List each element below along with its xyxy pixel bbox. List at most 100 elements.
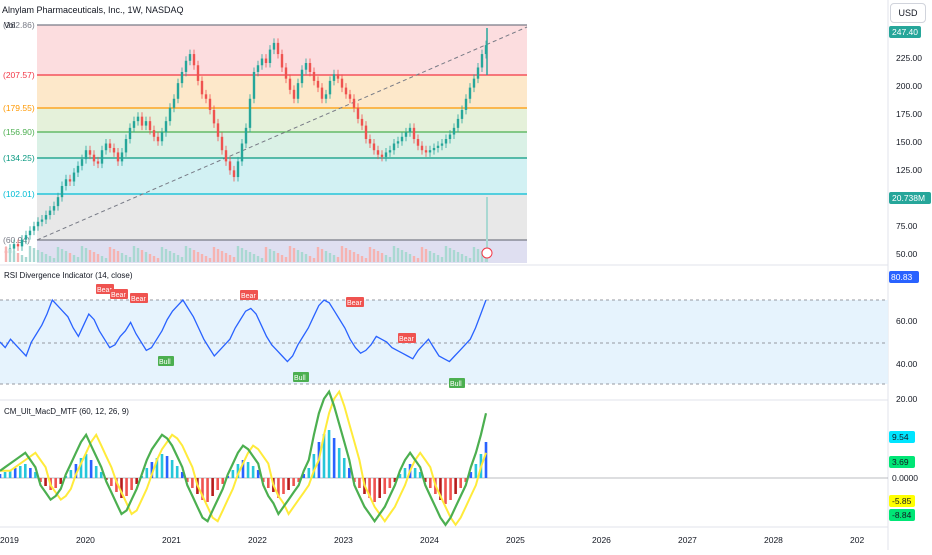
bear-signal-label: Bear	[399, 336, 414, 343]
candle-body	[288, 78, 292, 90]
candle-body	[52, 206, 56, 211]
volume-bar	[292, 248, 296, 262]
volume-bar	[420, 247, 424, 262]
macd-histogram-bar	[337, 448, 341, 478]
currency-button[interactable]: USD	[890, 3, 926, 23]
macd-histogram-bar	[469, 472, 473, 478]
candle-body	[292, 89, 296, 99]
candle-body	[428, 150, 432, 153]
volume-bar	[264, 247, 268, 262]
volume-bar	[256, 256, 260, 262]
candle-body	[300, 69, 304, 84]
volume-bar	[220, 251, 224, 262]
price-axis-tick: 225.00	[896, 53, 922, 63]
bear-signal	[398, 333, 416, 343]
volume-bar	[68, 253, 72, 262]
time-axis-label: 2019	[0, 535, 19, 545]
candle-body	[376, 150, 380, 155]
macd-axis-value: 3.69	[892, 457, 909, 467]
price-axis-tick: 125.00	[896, 165, 922, 175]
candle-body	[76, 165, 80, 173]
candle-body	[392, 143, 396, 151]
candle-body	[144, 121, 148, 126]
symbol-title: Alnylam Pharmaceuticals, Inc., 1W, NASDA…	[2, 5, 184, 15]
candle-body	[424, 150, 428, 153]
volume-bar	[268, 249, 272, 262]
volume-bar	[96, 254, 100, 262]
candle-body	[188, 54, 192, 61]
volume-bar	[148, 254, 152, 262]
volume-bar	[196, 252, 200, 262]
macd-histogram-bar	[277, 478, 280, 498]
volume-bar	[124, 255, 128, 262]
candle-body	[44, 215, 48, 220]
candle-body	[252, 71, 256, 99]
macd-histogram-bar	[418, 472, 422, 478]
volume-bar	[328, 253, 332, 262]
candle-body	[108, 143, 112, 148]
macd-histogram-bar	[267, 478, 270, 488]
candle-body	[284, 67, 288, 79]
candle-body	[220, 136, 224, 151]
time-axis-label: 2020	[76, 535, 95, 545]
candle-body	[352, 98, 356, 108]
candle-body	[140, 116, 144, 126]
volume-bar	[244, 250, 248, 262]
macd-histogram-bar	[454, 478, 457, 494]
macd-histogram-bar	[206, 478, 209, 502]
macd-histogram-bar	[59, 478, 63, 484]
macd-histogram-bar	[241, 460, 245, 478]
macd-value-tag	[889, 456, 915, 468]
volume-bar	[236, 246, 240, 262]
candle-body	[304, 63, 308, 70]
candle-body	[200, 80, 204, 95]
volume-bar	[300, 252, 304, 262]
candle-body	[452, 127, 456, 135]
volume-bar	[28, 246, 32, 262]
volume-bar	[352, 252, 356, 262]
candle-body	[136, 116, 140, 122]
price-axis-tick: 150.00	[896, 137, 922, 147]
rsi-line	[0, 298, 487, 363]
macd-histogram-bar	[180, 472, 184, 478]
macd-histogram-bar	[130, 478, 133, 490]
candle-body	[48, 210, 52, 216]
macd-axis-value: 0.0000	[892, 473, 918, 483]
volume-bar	[448, 248, 452, 262]
volume-bar	[408, 254, 412, 262]
candle-body	[316, 80, 320, 88]
bull-signal	[293, 372, 309, 382]
candle-body	[484, 45, 488, 55]
candle-body	[384, 152, 388, 157]
volume-bar	[476, 249, 480, 262]
earnings-icon	[481, 247, 493, 259]
volume-bar	[368, 247, 372, 262]
candle-body	[456, 118, 460, 128]
volume-bar	[348, 250, 352, 262]
macd-histogram-bar	[327, 430, 331, 478]
candle-body	[280, 54, 284, 68]
volume-bar	[224, 253, 228, 262]
fib-label: (207.57)	[3, 70, 35, 80]
macd-histogram-bar	[115, 478, 118, 492]
volume-bar	[276, 253, 280, 262]
macd-histogram-bar	[464, 478, 468, 482]
macd-histogram-bar	[150, 462, 154, 478]
macd-histogram-bar	[231, 470, 235, 478]
macd-histogram-bar	[236, 464, 240, 478]
macd-line	[0, 389, 488, 527]
volume-bar	[100, 256, 104, 262]
candle-body	[264, 58, 268, 64]
macd-histogram-bar	[175, 466, 179, 478]
macd-histogram-bar	[322, 434, 326, 478]
volume-bar	[240, 248, 244, 262]
candle-body	[340, 78, 344, 88]
macd-histogram-bar	[287, 478, 290, 490]
candle-body	[248, 98, 252, 128]
macd-histogram-bar	[251, 466, 255, 478]
candle-body	[436, 145, 440, 148]
candle-body	[64, 179, 68, 186]
time-axis-label: 2027	[678, 535, 697, 545]
